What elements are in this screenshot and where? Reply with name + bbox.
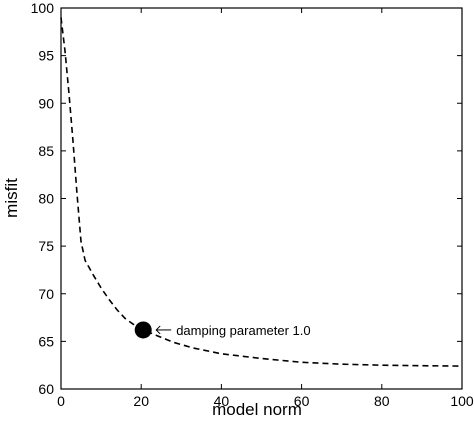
- y-tick-label: 85: [38, 143, 54, 159]
- misfit-curve-line: [60, 17, 463, 367]
- x-tick-label: 100: [450, 393, 474, 409]
- y-tick-label: 95: [38, 48, 54, 64]
- y-axis-ticks: 60 65 70 75 80 85 90 95 100: [31, 0, 462, 397]
- y-axis-title: misfit: [2, 178, 21, 218]
- y-tick-label: 90: [38, 95, 54, 111]
- y-tick-label: 100: [31, 0, 55, 16]
- annotation-arrow-head: [155, 325, 161, 335]
- x-tick-label: 20: [133, 393, 149, 409]
- x-tick-label: 80: [374, 393, 390, 409]
- y-tick-label: 80: [38, 191, 54, 207]
- y-tick-label: 75: [38, 238, 54, 254]
- y-tick-label: 60: [38, 381, 54, 397]
- y-tick-label: 70: [38, 286, 54, 302]
- x-tick-label: 60: [294, 393, 310, 409]
- damping-annotation: damping parameter 1.0: [155, 323, 311, 338]
- x-axis-ticks: 0 20 40 60 80 100: [57, 8, 474, 409]
- y-tick-label: 65: [38, 333, 54, 349]
- x-axis-title: model norm: [212, 400, 302, 419]
- damping-parameter-point: [134, 321, 152, 339]
- x-tick-label: 0: [57, 393, 65, 409]
- x-tick-label: 40: [214, 393, 230, 409]
- annotation-label: damping parameter 1.0: [176, 323, 310, 338]
